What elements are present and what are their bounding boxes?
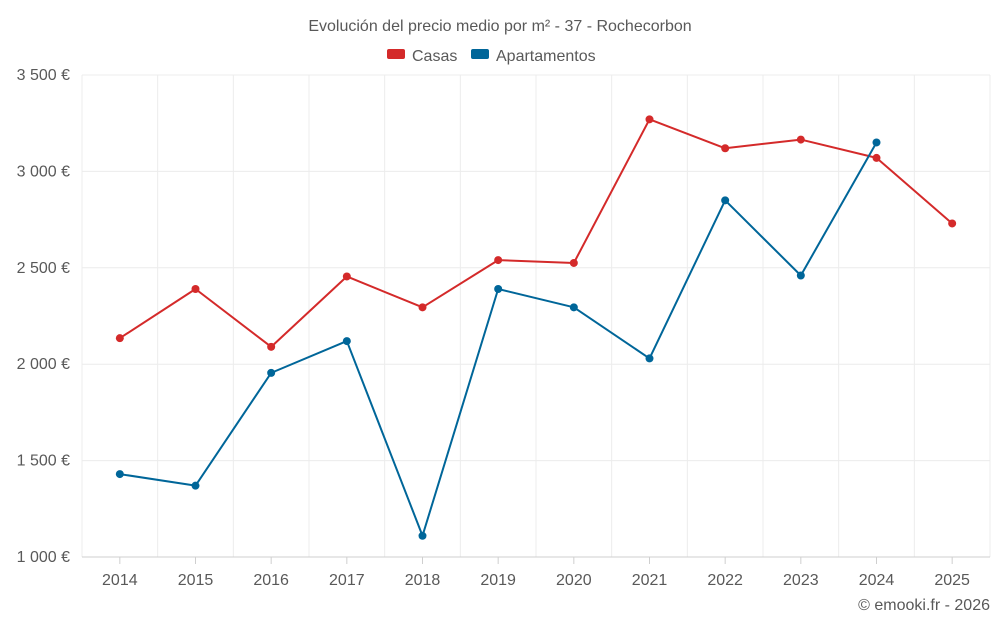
y-tick-label: 1 500 € <box>17 453 70 470</box>
legend-item-apartamentos[interactable]: Apartamentos <box>471 48 596 65</box>
y-tick-label: 2 000 € <box>17 356 70 373</box>
data-point-apartamentos-2021[interactable] <box>645 354 654 363</box>
data-point-apartamentos-2015[interactable] <box>191 481 200 490</box>
credit-text: © emooki.fr - 2026 <box>858 597 990 614</box>
x-tick-label: 2014 <box>102 572 138 589</box>
data-point-casas-2016[interactable] <box>267 342 276 351</box>
data-point-apartamentos-2022[interactable] <box>721 196 730 205</box>
data-point-apartamentos-2019[interactable] <box>494 285 503 294</box>
data-point-apartamentos-2017[interactable] <box>342 337 351 346</box>
x-tick-label: 2025 <box>934 572 970 589</box>
y-tick-label: 3 000 € <box>17 163 70 180</box>
legend-item-casas[interactable]: Casas <box>387 48 457 65</box>
data-point-casas-2020[interactable] <box>569 258 578 267</box>
data-point-casas-2019[interactable] <box>494 256 503 265</box>
legend-label-apartamentos: Apartamentos <box>496 48 596 65</box>
x-tick-label: 2019 <box>480 572 516 589</box>
series-apartamentos <box>115 138 881 540</box>
x-tick-label: 2020 <box>556 572 592 589</box>
data-point-apartamentos-2014[interactable] <box>115 470 124 479</box>
data-point-casas-2022[interactable] <box>721 144 730 153</box>
legend-swatch-casas <box>387 49 405 59</box>
x-tick-label: 2021 <box>632 572 668 589</box>
data-point-casas-2017[interactable] <box>342 272 351 281</box>
legend-label-casas: Casas <box>412 48 457 65</box>
data-point-apartamentos-2020[interactable] <box>569 303 578 312</box>
x-tick-label: 2017 <box>329 572 365 589</box>
x-tick-label: 2024 <box>859 572 895 589</box>
x-tick-label: 2016 <box>253 572 289 589</box>
data-point-casas-2021[interactable] <box>645 115 654 124</box>
y-axis-ticks: 1 000 € 1 500 € 2 000 € 2 500 € 3 000 € 3 500… <box>17 67 70 566</box>
chart-title: Evolución del precio medio por m² - 37 -… <box>308 18 691 35</box>
series <box>115 115 957 540</box>
y-tick-label: 1 000 € <box>17 549 70 566</box>
x-tick-label: 2018 <box>405 572 441 589</box>
data-point-apartamentos-2023[interactable] <box>796 271 805 280</box>
x-tick-label: 2022 <box>707 572 743 589</box>
data-point-apartamentos-2018[interactable] <box>418 531 427 540</box>
y-tick-label: 2 500 € <box>17 260 70 277</box>
data-point-casas-2025[interactable] <box>948 219 957 228</box>
series-line-casas <box>119 118 953 348</box>
series-casas <box>115 115 957 351</box>
gridlines <box>81 74 991 557</box>
data-point-apartamentos-2024[interactable] <box>872 138 881 147</box>
x-axis-ticks: 2014 2015 2016 2017 2018 2019 2020 2021 2022 2023… <box>102 557 970 589</box>
x-tick-label: 2023 <box>783 572 819 589</box>
legend-swatch-apartamentos <box>471 49 489 59</box>
data-point-casas-2023[interactable] <box>796 135 805 144</box>
data-point-casas-2024[interactable] <box>872 153 881 162</box>
y-tick-label: 3 500 € <box>17 67 70 84</box>
x-tick-label: 2015 <box>178 572 214 589</box>
data-point-casas-2014[interactable] <box>115 334 124 343</box>
data-point-apartamentos-2016[interactable] <box>267 368 276 377</box>
legend: Casas Apartamentos <box>387 48 596 65</box>
data-point-casas-2015[interactable] <box>191 285 200 294</box>
data-point-casas-2018[interactable] <box>418 303 427 312</box>
